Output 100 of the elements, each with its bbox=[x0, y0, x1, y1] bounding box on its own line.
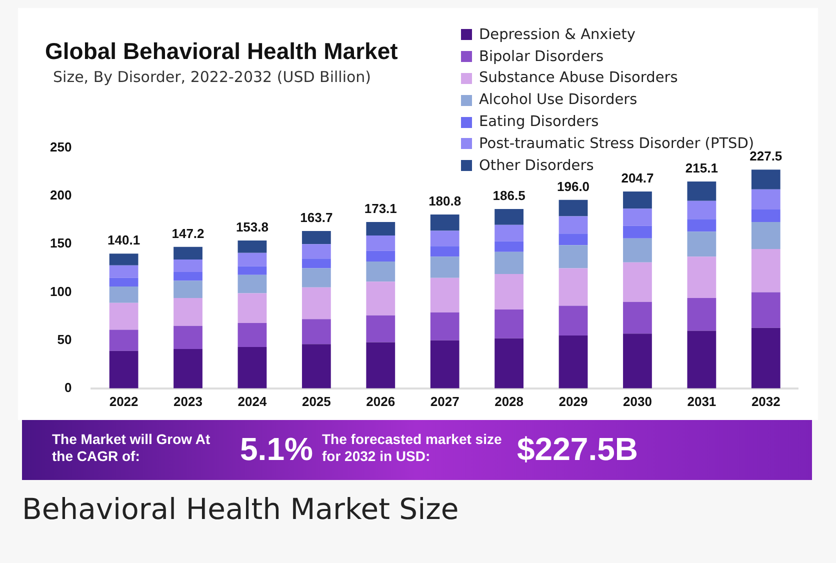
bar bbox=[174, 272, 202, 281]
bar bbox=[623, 192, 652, 209]
total-label: 204.7 bbox=[621, 170, 654, 186]
total-label: 196.0 bbox=[556, 178, 590, 194]
legend-label: Bipolar Disorders bbox=[479, 48, 604, 65]
bar bbox=[238, 274, 267, 294]
bar bbox=[430, 278, 460, 312]
text: $227.5B bbox=[517, 430, 639, 468]
bar bbox=[558, 245, 588, 268]
bar bbox=[494, 224, 524, 242]
legend-label: Other Disorders bbox=[479, 158, 594, 174]
bar bbox=[687, 256, 716, 298]
bar bbox=[174, 280, 202, 298]
bar bbox=[109, 350, 138, 388]
bar bbox=[623, 262, 652, 302]
bar bbox=[430, 256, 460, 278]
bar bbox=[366, 261, 396, 282]
x-tick-label: 2026 bbox=[366, 394, 396, 409]
bar bbox=[558, 336, 588, 388]
total-label: 163.7 bbox=[300, 210, 333, 225]
bar bbox=[366, 250, 396, 262]
bar bbox=[751, 328, 780, 388]
bar bbox=[623, 238, 652, 262]
y-tick-label: 100 bbox=[50, 284, 72, 299]
x-tick-label: 2030 bbox=[623, 394, 652, 409]
chart-title: Global Behavioral Health Market bbox=[45, 38, 398, 65]
bar bbox=[494, 209, 524, 225]
bar bbox=[751, 222, 780, 249]
text: 5.1% bbox=[240, 430, 314, 468]
bar bbox=[174, 260, 202, 272]
bar bbox=[430, 312, 460, 340]
bar bbox=[430, 230, 460, 246]
legend-label: Depression & Anxiety bbox=[479, 26, 636, 43]
legend-label: Alcohol Use Disorders bbox=[479, 92, 638, 108]
total-label: 186.5 bbox=[492, 188, 526, 204]
y-tick-label: 250 bbox=[50, 140, 72, 155]
bar bbox=[687, 330, 716, 388]
bar bbox=[430, 246, 460, 257]
y-tick-label: 200 bbox=[50, 188, 72, 203]
bar bbox=[751, 292, 780, 328]
bar bbox=[238, 240, 267, 253]
bar bbox=[302, 258, 331, 268]
bar bbox=[238, 293, 267, 324]
legend-label: Substance Abuse Disorders bbox=[479, 70, 678, 86]
bar bbox=[494, 274, 524, 310]
bar bbox=[558, 216, 588, 234]
total-label: 215.1 bbox=[685, 160, 718, 176]
bar bbox=[174, 348, 202, 388]
total-label: 140.1 bbox=[108, 232, 140, 248]
bar bbox=[494, 310, 524, 338]
bar bbox=[623, 334, 652, 388]
bar bbox=[174, 326, 202, 349]
total-label: 153.8 bbox=[236, 220, 268, 235]
bar bbox=[751, 170, 780, 190]
bar bbox=[238, 323, 267, 348]
bar bbox=[751, 189, 780, 210]
bar bbox=[558, 306, 588, 336]
x-tick-label: 2025 bbox=[302, 394, 331, 409]
x-tick-label: 2024 bbox=[238, 394, 268, 409]
x-tick-label: 2032 bbox=[751, 394, 780, 409]
x-tick-label: 2027 bbox=[430, 394, 460, 409]
bar bbox=[302, 230, 331, 244]
bar bbox=[558, 200, 588, 216]
bar bbox=[174, 298, 202, 326]
bar bbox=[751, 248, 780, 292]
bar bbox=[302, 319, 331, 344]
x-tick-label: 2029 bbox=[558, 394, 588, 409]
bar bbox=[109, 265, 138, 278]
y-tick-label: 0 bbox=[64, 380, 72, 395]
bar bbox=[623, 302, 652, 334]
bar bbox=[109, 330, 138, 351]
bar bbox=[687, 232, 716, 257]
bar bbox=[430, 214, 460, 231]
x-tick-label: 2031 bbox=[687, 394, 716, 409]
bar bbox=[751, 210, 780, 222]
y-tick-label: 50 bbox=[57, 332, 72, 347]
bar bbox=[687, 182, 716, 201]
text: The Market will Grow At the CAGR of: bbox=[52, 431, 212, 465]
total-label: 147.2 bbox=[172, 226, 204, 241]
bar bbox=[302, 268, 331, 288]
bar bbox=[366, 222, 396, 236]
bar bbox=[302, 344, 331, 388]
bar bbox=[174, 246, 202, 260]
total-label: 173.1 bbox=[364, 200, 397, 216]
bar bbox=[623, 208, 652, 226]
bar bbox=[430, 340, 460, 388]
legend-label: Eating Disorders bbox=[479, 114, 599, 130]
bar bbox=[238, 252, 267, 266]
bar bbox=[687, 298, 716, 331]
bar bbox=[238, 347, 267, 388]
x-tick-label: 2023 bbox=[174, 394, 202, 409]
bar bbox=[623, 226, 652, 238]
bar bbox=[558, 234, 588, 246]
bar bbox=[109, 286, 138, 303]
bar bbox=[366, 315, 396, 342]
bar bbox=[366, 342, 396, 388]
text: The forecasted market size for 2032 in USD: bbox=[322, 431, 503, 465]
bar bbox=[366, 282, 396, 316]
bar bbox=[109, 302, 138, 330]
y-tick-label: 150 bbox=[50, 236, 72, 251]
